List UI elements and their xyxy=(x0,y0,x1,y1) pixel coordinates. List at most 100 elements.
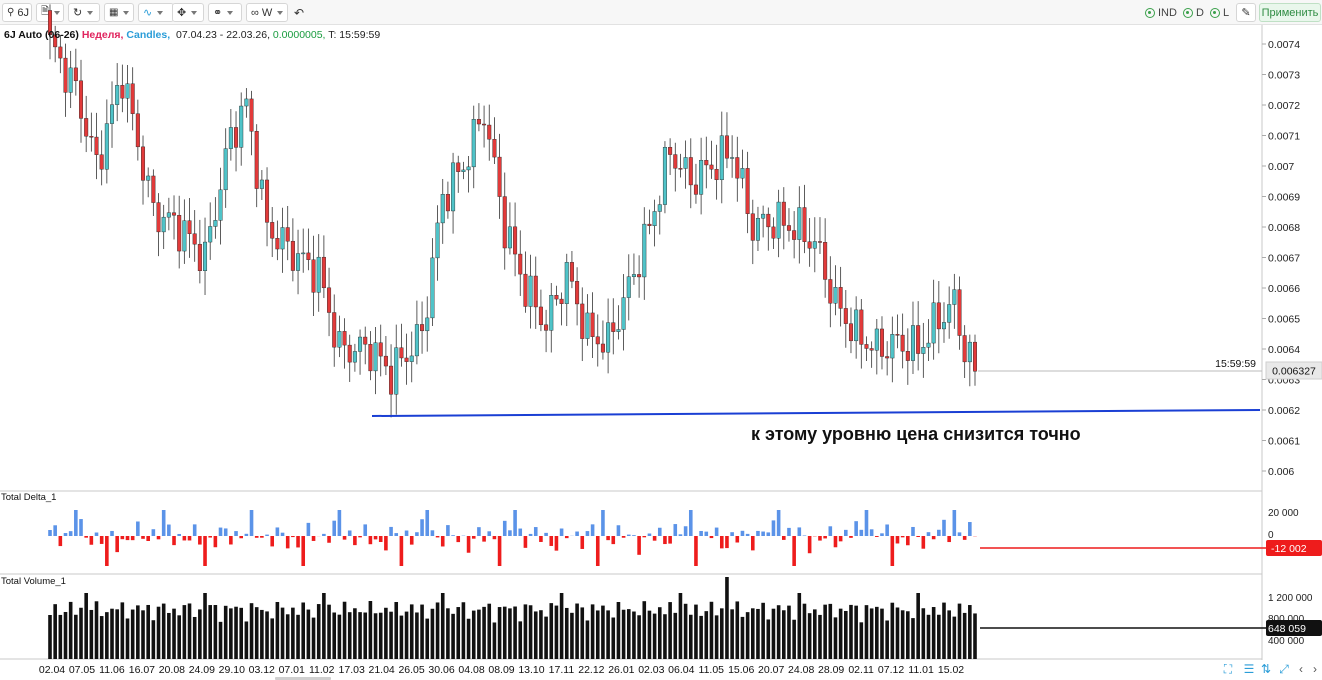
volume-bar xyxy=(151,620,156,659)
apply-button[interactable]: Применить xyxy=(1259,3,1321,22)
candles-layer xyxy=(48,4,978,418)
delta-bar xyxy=(151,529,156,536)
settings-scale-button[interactable]: ☰ xyxy=(1241,661,1257,677)
volume-bar xyxy=(523,604,528,659)
volume-bar xyxy=(890,602,895,659)
delta-bar xyxy=(575,531,579,536)
candle xyxy=(740,168,745,179)
volume-bar xyxy=(198,609,202,659)
time-axis-label: 02.03 xyxy=(638,664,664,676)
scroll-left-button[interactable]: ‹ xyxy=(1294,661,1308,677)
volume-bar xyxy=(911,618,915,659)
volume-bar xyxy=(797,593,802,659)
volume-bar xyxy=(192,616,197,659)
delta-bars-layer xyxy=(48,510,977,566)
volume-bar xyxy=(492,622,497,659)
undo-icon: ↶ xyxy=(294,5,305,20)
volume-bar xyxy=(663,614,667,659)
candle xyxy=(275,238,280,250)
candle xyxy=(234,127,239,148)
indicator-toggle-ind[interactable]: IND xyxy=(1145,4,1177,21)
volume-bar xyxy=(373,613,378,659)
candle xyxy=(172,212,177,216)
time-axis-label: 15.02 xyxy=(938,664,964,676)
indicator-toggle-d[interactable]: D xyxy=(1183,4,1204,21)
candle xyxy=(89,136,94,138)
volume-bar xyxy=(864,605,869,659)
chart-annotation[interactable]: к этому уровню цена снизится точно xyxy=(751,424,1081,444)
volume-bar xyxy=(244,621,249,659)
volume-bar xyxy=(394,602,399,659)
autoscale-button[interactable]: ⇅ xyxy=(1258,661,1274,677)
candle xyxy=(719,135,724,181)
symbol-search-button[interactable]: ⚲ 6J xyxy=(2,3,32,22)
volume-bar xyxy=(347,612,352,659)
support-line[interactable] xyxy=(371,409,1261,417)
candle xyxy=(404,357,409,362)
horizontal-scrollbar[interactable] xyxy=(275,677,331,680)
delta-bar xyxy=(110,530,114,536)
candle xyxy=(502,196,507,249)
candle xyxy=(662,147,667,205)
volume-bar xyxy=(580,607,585,659)
timeframe-button[interactable]: ∞ W xyxy=(246,3,288,22)
candle xyxy=(730,157,735,159)
candle xyxy=(290,240,295,271)
volume-bar xyxy=(668,602,672,659)
candle xyxy=(952,289,957,305)
candle xyxy=(358,336,363,352)
candle xyxy=(156,202,161,233)
candle xyxy=(389,365,394,395)
volume-bar xyxy=(678,593,683,659)
delta-bar xyxy=(864,510,869,536)
volume-bar xyxy=(63,611,68,659)
volume-bar xyxy=(146,604,150,659)
delta-bar xyxy=(725,536,729,549)
delta-bar xyxy=(807,536,812,554)
volume-bar xyxy=(828,603,833,659)
volume-bar xyxy=(559,593,564,659)
delta-bar xyxy=(384,536,388,551)
header-date-range: 07.04.23 - 22.03.26, xyxy=(176,29,270,41)
candle xyxy=(688,157,693,186)
volume-bar xyxy=(652,613,657,659)
volume-bar xyxy=(745,612,750,659)
volume-bar xyxy=(761,602,765,659)
fullscreen-button[interactable]: ⛶ xyxy=(1220,661,1236,677)
time-axis-label: 26.05 xyxy=(398,664,424,676)
volume-bar xyxy=(869,608,874,659)
delta-bar xyxy=(482,536,486,542)
undo-button[interactable]: ↶ xyxy=(294,3,304,22)
volume-bar xyxy=(327,604,331,659)
delta-bar xyxy=(926,532,931,536)
time-axis-label: 07.01 xyxy=(279,664,305,676)
candle xyxy=(936,302,941,330)
scroll-right-button[interactable]: › xyxy=(1308,661,1322,677)
delta-bar xyxy=(373,536,378,540)
refresh-menu-button[interactable]: ↻ xyxy=(68,3,100,22)
fit-button[interactable]: ⤢ xyxy=(1276,661,1292,677)
symbol-label: 6J xyxy=(17,6,29,19)
indicator-toggle-l[interactable]: L xyxy=(1210,4,1229,21)
crosshair-button[interactable]: ✥ xyxy=(172,3,204,22)
compare-button[interactable]: ⚭ xyxy=(208,3,242,22)
volume-bar xyxy=(213,605,218,659)
eye-icon xyxy=(1145,7,1155,18)
price-axis-label: 0.0068 xyxy=(1268,222,1300,234)
delta-bar xyxy=(223,528,228,536)
delta-bar xyxy=(523,536,528,548)
delta-bar xyxy=(182,536,187,541)
volume-bar xyxy=(208,605,212,659)
calendar-button[interactable]: ▦ xyxy=(104,3,134,22)
volume-bar xyxy=(94,601,99,659)
delta-axis-label: 0 xyxy=(1268,530,1274,541)
candle xyxy=(569,262,574,282)
candle xyxy=(115,85,120,105)
delta-bar xyxy=(239,536,244,539)
draw-button[interactable]: ✎ xyxy=(1236,3,1256,22)
delta-bar xyxy=(544,532,548,536)
volume-bar xyxy=(425,618,430,659)
candle xyxy=(885,356,890,359)
delta-bar xyxy=(466,536,471,553)
